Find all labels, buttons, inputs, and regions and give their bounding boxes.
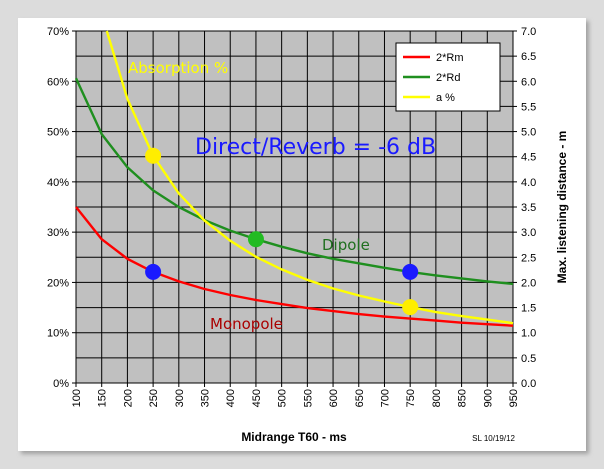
y-right-axis-title: Max. listening distance - m [555, 131, 569, 284]
y-left-tick-labels: 0% 10% 20% 30% 40% 50% 60% 70% [47, 26, 76, 390]
x-tick-label: 200 [122, 389, 134, 407]
y-left-tick-label: 20% [47, 277, 69, 289]
marker-dot [247, 231, 264, 248]
x-tick-label: 500 [277, 389, 289, 407]
x-tick-label: 100 [71, 389, 83, 407]
y-right-tick-label: 1.5 [521, 303, 536, 315]
x-tick-label: 850 [457, 389, 469, 407]
x-tick-label: 250 [148, 389, 160, 407]
marker-dot [402, 263, 419, 280]
y-right-tick-label: 7.0 [521, 26, 536, 38]
x-tick-label: 450 [251, 389, 263, 407]
y-left-tick-label: 0% [53, 378, 69, 390]
x-tick-label: 950 [508, 389, 520, 407]
y-left-tick-label: 40% [47, 177, 69, 189]
monopole-annotation: Monopole [210, 315, 283, 333]
x-tick-label: 700 [379, 389, 391, 407]
dipole-annotation: Dipole [322, 236, 370, 254]
y-right-tick-label: 4.0 [521, 177, 536, 189]
y-left-tick-label: 10% [47, 328, 69, 340]
legend-label: 2*Rm [436, 52, 464, 64]
x-tick-label: 650 [354, 389, 366, 407]
chart-title: Direct/Reverb = -6 dB [195, 135, 436, 160]
marker-dots [145, 147, 419, 316]
y-right-tick-label: 2.5 [521, 252, 536, 264]
y-right-tick-label: 3.5 [521, 202, 536, 214]
y-left-tick-label: 70% [47, 26, 69, 38]
x-axis-title: Midrange T60 - ms [241, 430, 347, 444]
series-line-a [105, 30, 514, 325]
y-right-tick-label: 4.5 [521, 152, 536, 164]
x-tick-label: 600 [328, 389, 340, 407]
y-left-tick-label: 50% [47, 127, 69, 139]
x-tick-labels: 100 150 200 250 300 350 400 450 500 550 600 650 700 7… [71, 383, 520, 407]
y-right-tick-label: 5.5 [521, 101, 536, 113]
credit-label: SL 10/19/12 [472, 434, 515, 443]
y-right-tick-label: 0.0 [521, 378, 536, 390]
y-right-tick-label: 6.5 [521, 51, 536, 63]
y-left-tick-label: 30% [47, 227, 69, 239]
y-right-tick-label: 6.0 [521, 76, 536, 88]
x-tick-label: 400 [225, 389, 237, 407]
marker-dot [145, 147, 162, 164]
x-tick-label: 550 [302, 389, 314, 407]
y-left-tick-label: 60% [47, 76, 69, 88]
x-tick-label: 150 [97, 389, 109, 407]
series-line-2rd [74, 77, 514, 286]
absorption-annotation: Absorption % [128, 59, 228, 77]
y-right-tick-label: 0.5 [521, 353, 536, 365]
x-tick-label: 350 [200, 389, 212, 407]
marker-dot [402, 299, 419, 316]
legend: 2*Rm 2*Rd a % [395, 42, 501, 112]
y-right-tick-labels: 0.0 0.5 1.0 1.5 2.0 2.5 3.0 3.5 4.0 4.5 5.0 5.5 6.0 6… [513, 26, 536, 390]
x-tick-label: 900 [482, 389, 494, 407]
x-tick-label: 300 [174, 389, 186, 407]
legend-label: 2*Rd [436, 72, 460, 84]
y-right-tick-label: 5.0 [521, 127, 536, 139]
legend-label: a % [436, 92, 455, 104]
grid [76, 31, 513, 383]
x-tick-label: 750 [405, 389, 417, 407]
marker-dot [145, 263, 162, 280]
y-right-tick-label: 3.0 [521, 227, 536, 239]
x-tick-label: 800 [431, 389, 443, 407]
y-right-tick-label: 1.0 [521, 328, 536, 340]
y-right-tick-label: 2.0 [521, 277, 536, 289]
